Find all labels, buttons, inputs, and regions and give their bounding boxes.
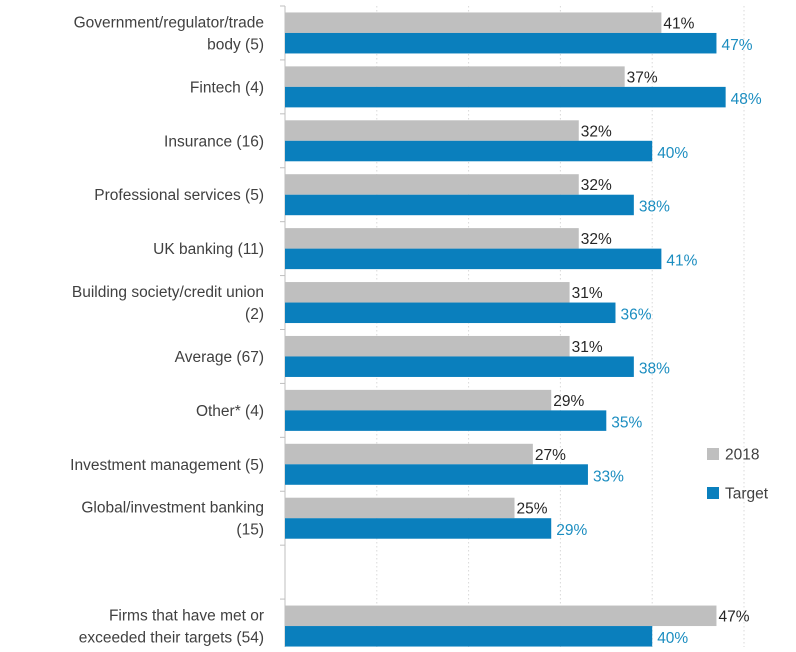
category-label-line: Other* (4): [196, 403, 264, 420]
data-label-target: 38%: [639, 199, 670, 216]
data-label-target: 47%: [721, 37, 752, 54]
data-label-target: 41%: [666, 253, 697, 270]
data-label-target: 40%: [657, 630, 688, 647]
category-label-line: Professional services (5): [94, 187, 264, 204]
category-label-line: (2): [245, 306, 264, 323]
data-label-2018: 27%: [535, 447, 566, 464]
data-label-target: 29%: [556, 522, 587, 539]
bar-target: [285, 464, 588, 485]
bar-2018: [285, 228, 579, 249]
category-label: Fintech (4): [190, 79, 264, 96]
legend-swatch: [707, 448, 719, 460]
bar-2018: [285, 497, 515, 519]
bar-2018: [285, 389, 552, 411]
bar-2018: [285, 66, 625, 87]
bar-2018: [285, 443, 533, 465]
bar-2018: [285, 120, 579, 141]
bar-target: [285, 302, 616, 324]
data-label-target: 48%: [731, 91, 762, 108]
bar-target: [285, 140, 653, 162]
data-label-2018: 32%: [581, 177, 612, 194]
category-label-line: (15): [236, 522, 264, 539]
bar-2018: [285, 174, 579, 195]
category-label: Investment management (5): [70, 457, 264, 474]
category-label: Professional services (5): [94, 187, 264, 204]
category-label-line: Government/regulator/trade: [74, 14, 264, 31]
bar-target: [285, 626, 653, 647]
data-label-2018: 41%: [663, 15, 694, 32]
data-label-2018: 25%: [517, 501, 548, 518]
category-label: UK banking (11): [153, 241, 264, 258]
bar-target: [285, 248, 662, 270]
category-label-line: body (5): [207, 36, 264, 53]
bar-target: [285, 518, 552, 539]
data-label-target: 33%: [593, 468, 624, 485]
category-label-line: Insurance (16): [164, 133, 264, 150]
category-label-line: Global/investment banking: [81, 500, 264, 517]
data-label-2018: 31%: [572, 339, 603, 356]
bar-2018: [285, 282, 570, 303]
category-label-line: Average (67): [175, 349, 264, 366]
bar-target: [285, 356, 634, 377]
category-label-line: exceeded their targets (54): [79, 630, 264, 647]
bar-target: [285, 194, 634, 216]
bar-2018: [285, 12, 662, 33]
data-label-2018: 31%: [572, 285, 603, 302]
category-label: Building society/credit union (2): [72, 284, 264, 323]
category-label: Average (67): [175, 349, 264, 366]
bar-target: [285, 410, 607, 431]
data-label-target: 35%: [611, 414, 642, 431]
legend-label: Target: [725, 486, 769, 503]
bar-2018: [285, 605, 717, 627]
category-label: Firms that have met or exceeded their tar…: [79, 608, 264, 647]
data-label-2018: 32%: [581, 231, 612, 248]
data-label-target: 36%: [620, 307, 651, 324]
category-label-line: Fintech (4): [190, 79, 264, 96]
bar-target: [285, 32, 717, 54]
category-label: Government/regulator/trade body (5): [74, 14, 264, 53]
data-label-2018: 32%: [581, 123, 612, 140]
category-label-line: Investment management (5): [70, 457, 264, 474]
data-label-2018: 29%: [553, 393, 584, 410]
data-label-target: 40%: [657, 145, 688, 162]
category-label-line: Firms that have met or: [109, 608, 264, 625]
legend-label: 2018: [725, 447, 759, 464]
data-label-2018: 37%: [627, 69, 658, 86]
category-label-line: UK banking (11): [153, 241, 264, 258]
category-label: Insurance (16): [164, 133, 264, 150]
category-label: Global/investment banking (15): [81, 500, 264, 539]
category-label-line: Building society/credit union: [72, 284, 264, 301]
data-label-target: 38%: [639, 360, 670, 377]
bar-2018: [285, 335, 570, 357]
bar-target: [285, 86, 726, 108]
data-label-2018: 47%: [718, 609, 749, 626]
legend-swatch: [707, 487, 719, 499]
category-label: Other* (4): [196, 403, 264, 420]
